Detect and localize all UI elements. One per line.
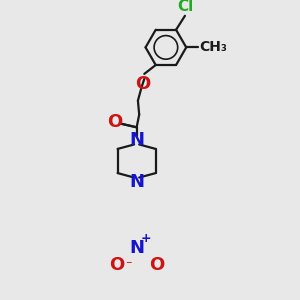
Text: ⁻: ⁻ xyxy=(125,260,132,272)
Text: N: N xyxy=(129,239,144,257)
Text: N: N xyxy=(129,131,144,149)
Text: O: O xyxy=(109,256,124,274)
Text: +: + xyxy=(140,232,151,245)
Text: CH₃: CH₃ xyxy=(199,40,227,54)
Text: Cl: Cl xyxy=(178,0,194,14)
Text: O: O xyxy=(107,113,123,131)
Text: O: O xyxy=(149,256,165,274)
Text: O: O xyxy=(135,74,151,92)
Text: N: N xyxy=(129,173,144,191)
